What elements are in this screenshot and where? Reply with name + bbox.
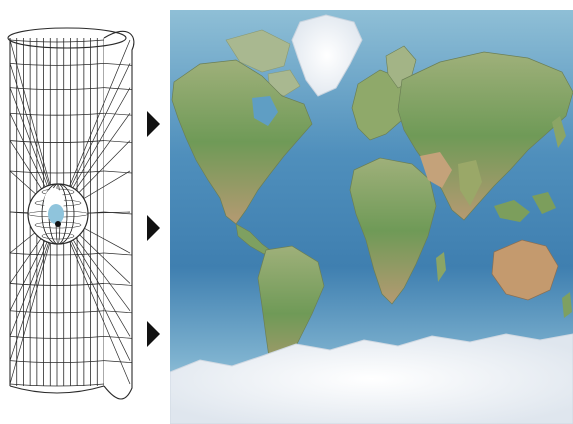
arrow-right-icon (147, 321, 160, 347)
globe-icon (27, 183, 89, 245)
cylinder-outline (7, 27, 135, 400)
parallel-line (9, 252, 105, 256)
curl-parallel-line (103, 310, 133, 314)
antarctica-landmass (170, 333, 573, 424)
parallel-line (9, 383, 105, 387)
parallel-line (9, 87, 105, 91)
north-america-landmass (171, 59, 313, 225)
projection-origin-point (55, 221, 61, 227)
globe-light-point (48, 204, 64, 224)
curl-parallel-line (103, 360, 133, 364)
arctic-islands (225, 29, 291, 73)
parallel-line (9, 140, 105, 143)
globe-parallel (41, 232, 75, 240)
projection-ray (57, 213, 131, 385)
parallel-line (9, 335, 105, 339)
parallel-line (9, 360, 105, 364)
cylinder-graticule (9, 38, 105, 387)
australia-landmass (491, 239, 559, 301)
curl-parallel-line (103, 283, 133, 286)
curl-parallel-line (103, 112, 133, 116)
arrow-right-icon (147, 111, 160, 137)
southeast-asia-islands (532, 192, 556, 214)
hudson-bay (252, 96, 278, 126)
parallel-line (9, 170, 105, 174)
parallel-line (9, 112, 105, 116)
cylinder-projection-figure (7, 27, 135, 400)
greenland-landmass (291, 14, 363, 97)
madagascar-landmass (436, 252, 446, 282)
japan-landmass (552, 116, 566, 148)
cylinder-curl (103, 30, 135, 400)
curl-parallel-line (103, 336, 133, 339)
curl-parallel-line (103, 62, 133, 66)
arrow-right-icon (147, 215, 160, 241)
india-landmass (458, 160, 482, 206)
southeast-asia-islands (494, 200, 530, 222)
parallel-line (9, 62, 105, 66)
curl-parallel-line (103, 140, 133, 143)
arabia-landmass (420, 152, 452, 188)
new-zealand-landmass (562, 292, 572, 318)
curl-parallel-line (103, 252, 133, 256)
parallel-line (9, 283, 105, 286)
projection-ray (57, 39, 131, 215)
cylinder-bottom-rim (9, 385, 105, 394)
parallel-line (9, 39, 105, 43)
globe-meridian (41, 183, 75, 245)
cylinder-top-rim (7, 27, 127, 49)
africa-landmass (349, 157, 437, 305)
